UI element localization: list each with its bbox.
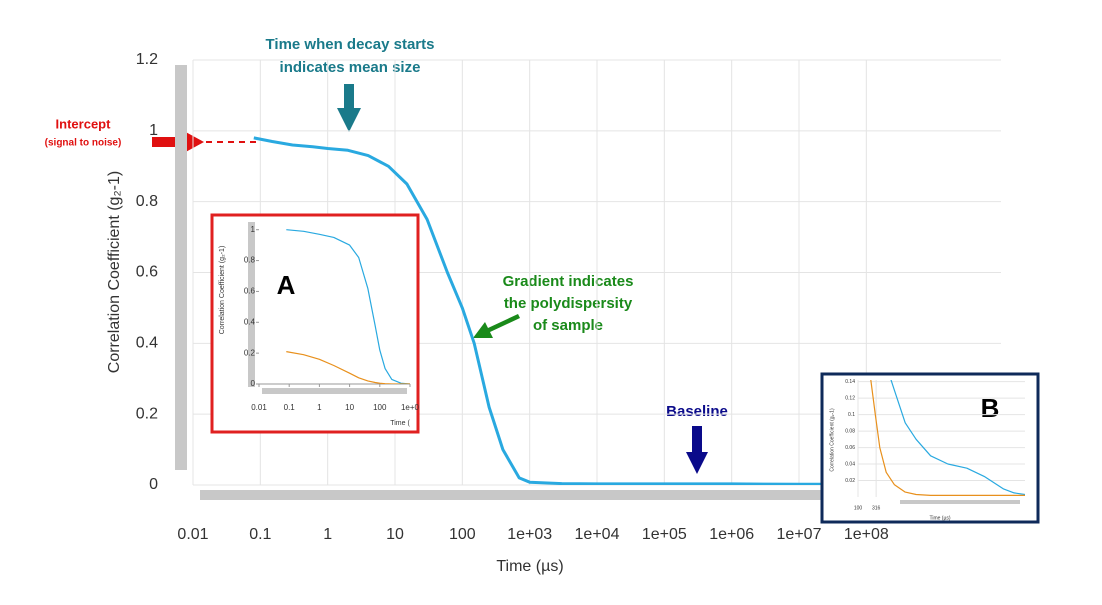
x-tick-label: 1 xyxy=(323,526,332,543)
x-tick-label: 1e+07 xyxy=(777,526,822,543)
inset-box xyxy=(210,213,420,434)
y-tick-label: 0.6 xyxy=(244,287,256,296)
arrow xyxy=(686,426,708,474)
y-tick-label: 0.2 xyxy=(244,348,256,357)
scrollbar xyxy=(262,388,407,394)
x-tick-label: 0.01 xyxy=(177,526,208,543)
x-tick-label: 1e+05 xyxy=(642,526,687,543)
y-tick-label: 0.8 xyxy=(244,256,256,265)
annotation: indicates mean size xyxy=(280,59,421,76)
annotation: of sample xyxy=(533,317,603,334)
annotation: (signal to noise) xyxy=(45,138,122,149)
y-axis-title: Correlation Coefficient (g₂-1) xyxy=(829,408,835,472)
data-line xyxy=(253,136,867,485)
y-tick-label: 0 xyxy=(251,379,256,388)
x-tick-label: 0.1 xyxy=(249,526,271,543)
y-tick-label: 0.6 xyxy=(136,264,158,281)
y-tick-label: 1 xyxy=(251,225,256,234)
x-tick-label: 1e+0 xyxy=(401,403,420,412)
y-tick-label: 1 xyxy=(149,122,158,139)
y-tick-label: 0.04 xyxy=(845,461,855,467)
x-tick-label: 0.1 xyxy=(284,403,296,412)
y-tick-label: 0.2 xyxy=(136,405,158,422)
scrollbar xyxy=(900,500,1020,504)
annotation: Baseline xyxy=(666,403,728,420)
x-tick-label: 10 xyxy=(345,403,354,412)
y-tick-label: 1.2 xyxy=(136,51,158,68)
panel-label: B xyxy=(981,393,1000,423)
y-axis-title: Correlation Coefficient (g₂-1) xyxy=(106,171,123,373)
arrow xyxy=(337,84,361,132)
data-line xyxy=(870,380,1025,496)
annotation: Intercept xyxy=(56,116,112,131)
scrollbar xyxy=(175,65,187,470)
x-tick-label: 1e+08 xyxy=(844,526,889,543)
x-tick-label: 1 xyxy=(317,403,322,412)
x-axis-title: Time (µs) xyxy=(496,558,563,575)
x-tick-label: 1e+03 xyxy=(507,526,552,543)
x-tick-label: 1e+06 xyxy=(709,526,754,543)
y-tick-label: 0.08 xyxy=(845,428,855,434)
x-tick-label: 100 xyxy=(373,403,387,412)
y-tick-label: 0.14 xyxy=(845,379,855,385)
y-tick-label: 0.06 xyxy=(845,445,855,451)
y-tick-label: 0.1 xyxy=(848,412,855,418)
arrow xyxy=(473,314,520,338)
panel-label: A xyxy=(277,270,296,300)
annotation: Gradient indicates xyxy=(503,273,634,290)
x-tick-label: 1e+04 xyxy=(575,526,620,543)
y-tick-label: 0.4 xyxy=(136,335,158,352)
y-tick-label: 0.8 xyxy=(136,193,158,210)
x-tick-label: 316 xyxy=(872,505,881,511)
y-axis-title: Correlation Coefficient (g₂-1) xyxy=(219,246,226,335)
x-tick-label: 100 xyxy=(449,526,476,543)
x-tick-label: 0.01 xyxy=(251,403,267,412)
y-tick-label: 0 xyxy=(149,476,158,493)
annotation: Time when decay starts xyxy=(266,36,435,53)
y-tick-label: 0.4 xyxy=(244,317,256,326)
scrollbar xyxy=(248,222,255,387)
x-tick-label: 10 xyxy=(386,526,404,543)
y-tick-label: 0.12 xyxy=(845,395,855,401)
y-tick-label: 0.02 xyxy=(845,478,855,484)
x-tick-label: 100 xyxy=(854,505,863,511)
annotation: the polydispersity xyxy=(504,295,633,312)
x-axis-title: Time (µs) xyxy=(929,515,950,521)
scrollbar xyxy=(200,490,830,500)
data-line xyxy=(286,229,410,384)
x-axis-title: Time ( xyxy=(390,420,410,427)
data-line xyxy=(286,351,410,384)
data-line xyxy=(890,380,1025,496)
